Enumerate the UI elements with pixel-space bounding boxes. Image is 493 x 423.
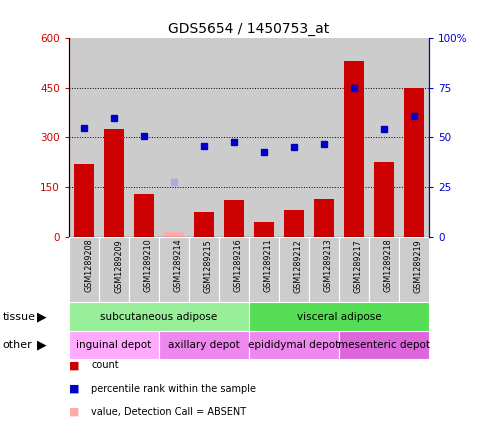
Text: GSM1289217: GSM1289217 [354,239,363,293]
Text: mesenteric depot: mesenteric depot [338,340,430,350]
Bar [99,237,129,302]
Bar [189,237,219,302]
Bar [369,237,399,302]
Bar [134,194,154,237]
Bar [399,237,429,302]
Bar [129,237,159,302]
Text: ▶: ▶ [37,310,47,323]
Bar [309,237,339,302]
Bar [219,237,249,302]
Text: GSM1289218: GSM1289218 [384,239,393,292]
Bar [249,237,279,302]
Bar [159,331,249,359]
Text: axillary depot: axillary depot [168,340,240,350]
Text: ■: ■ [69,407,79,417]
Text: GSM1289208: GSM1289208 [84,239,93,292]
Bar [339,237,369,302]
Text: GSM1289209: GSM1289209 [114,239,123,293]
Text: visceral adipose: visceral adipose [297,312,381,321]
Text: GSM1289211: GSM1289211 [264,239,273,292]
Text: epididymal depot: epididymal depot [248,340,340,350]
Bar [159,237,189,302]
Text: GSM1289214: GSM1289214 [174,239,183,292]
Bar [249,331,339,359]
Bar [314,199,334,237]
Bar [339,331,429,359]
Bar [224,201,244,237]
Bar [194,212,214,237]
Text: inguinal depot: inguinal depot [76,340,152,350]
Text: GSM1289215: GSM1289215 [204,239,213,293]
Bar [279,237,309,302]
Text: count: count [91,360,119,371]
Text: GSM1289219: GSM1289219 [414,239,423,293]
Text: percentile rank within the sample: percentile rank within the sample [91,384,256,394]
Text: value, Detection Call = ABSENT: value, Detection Call = ABSENT [91,407,246,417]
Text: GDS5654 / 1450753_at: GDS5654 / 1450753_at [168,22,330,36]
Bar [69,302,249,331]
Bar [284,210,304,237]
Text: GSM1289212: GSM1289212 [294,239,303,293]
Text: ■: ■ [69,360,79,371]
Bar [104,129,124,237]
Bar [69,237,99,302]
Text: GSM1289213: GSM1289213 [324,239,333,292]
Text: subcutaneous adipose: subcutaneous adipose [101,312,217,321]
Bar [164,232,184,237]
Text: GSM1289210: GSM1289210 [144,239,153,292]
Text: tissue: tissue [2,312,35,321]
Text: GSM1289216: GSM1289216 [234,239,243,292]
Bar [249,302,429,331]
Text: ■: ■ [69,384,79,394]
Bar [69,331,159,359]
Bar [374,162,394,237]
Bar [74,164,94,237]
Bar [254,222,274,237]
Bar [344,61,364,237]
Text: ▶: ▶ [37,338,47,352]
Bar [404,88,423,237]
Text: other: other [2,340,32,350]
